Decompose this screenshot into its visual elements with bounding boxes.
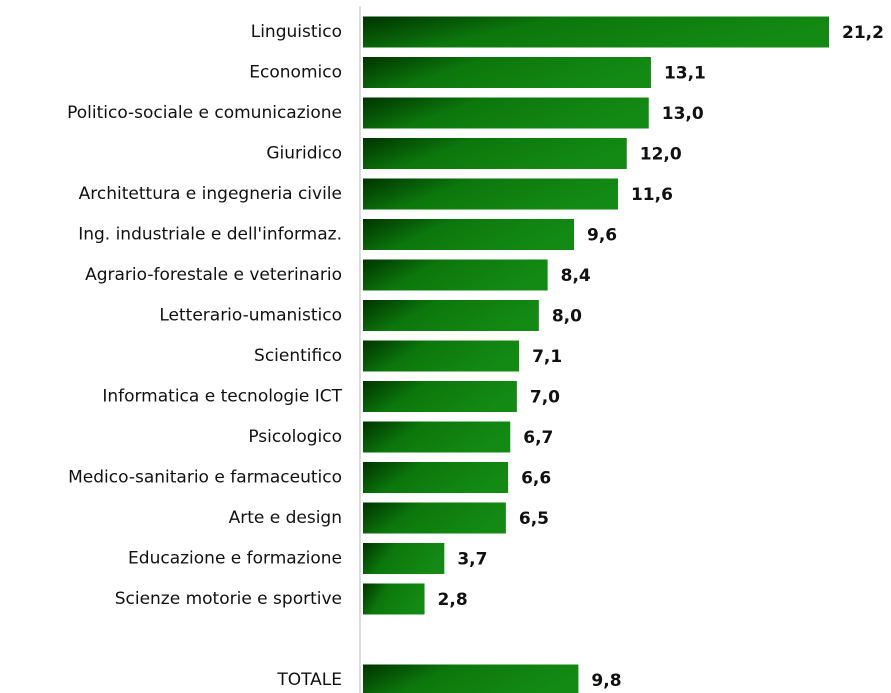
bar [363, 178, 618, 210]
bar [363, 340, 520, 372]
bar [363, 138, 627, 169]
category-label: Politico-sociale e comunicazione [67, 103, 342, 123]
bar [363, 543, 445, 574]
value-label: 7,0 [530, 388, 560, 408]
value-label: 8,4 [561, 266, 591, 286]
category-label: Medico-sanitario e farmaceutico [68, 468, 342, 488]
value-label: 6,6 [521, 469, 551, 489]
bar [363, 300, 539, 331]
category-label: Architettura e ingegneria civile [79, 184, 342, 204]
category-label: Scienze motorie e sportive [115, 589, 342, 609]
bar [363, 16, 829, 48]
value-label: 13,0 [662, 104, 704, 124]
value-label: 12,0 [640, 145, 682, 165]
category-label: Scientifico [254, 346, 342, 366]
bar [363, 97, 649, 129]
bar [363, 583, 425, 615]
category-label: Informatica e tecnologie ICT [102, 387, 342, 407]
bar [363, 421, 511, 453]
category-label: Giuridico [266, 144, 342, 164]
bar [363, 219, 575, 250]
value-label: 21,2 [842, 23, 884, 43]
value-label: 8,0 [552, 307, 582, 327]
value-label: 9,6 [587, 226, 617, 246]
value-label: 9,8 [591, 671, 621, 691]
category-label: Educazione e formazione [128, 549, 342, 569]
value-label: 2,8 [438, 590, 468, 610]
value-label: 13,1 [664, 64, 706, 84]
bar [363, 502, 506, 534]
bar [363, 664, 579, 693]
value-label: 6,5 [519, 509, 549, 529]
value-label: 7,1 [532, 347, 562, 367]
category-label: Economico [249, 63, 342, 83]
bar [363, 57, 651, 88]
category-label: Ing. industriale e dell'informaz. [78, 225, 342, 245]
value-label: 3,7 [457, 550, 487, 570]
category-label: Psicologico [248, 427, 342, 447]
value-label: 11,6 [631, 185, 673, 205]
category-label: Arte e design [229, 508, 342, 528]
category-label: Linguistico [251, 22, 342, 42]
category-label: Agrario-forestale e veterinario [85, 265, 342, 285]
bar [363, 259, 548, 291]
category-label: Letterario-umanistico [159, 306, 342, 326]
value-label: 6,7 [523, 428, 553, 448]
category-label: TOTALE [276, 670, 342, 690]
bar [363, 381, 517, 412]
bar [363, 462, 509, 493]
